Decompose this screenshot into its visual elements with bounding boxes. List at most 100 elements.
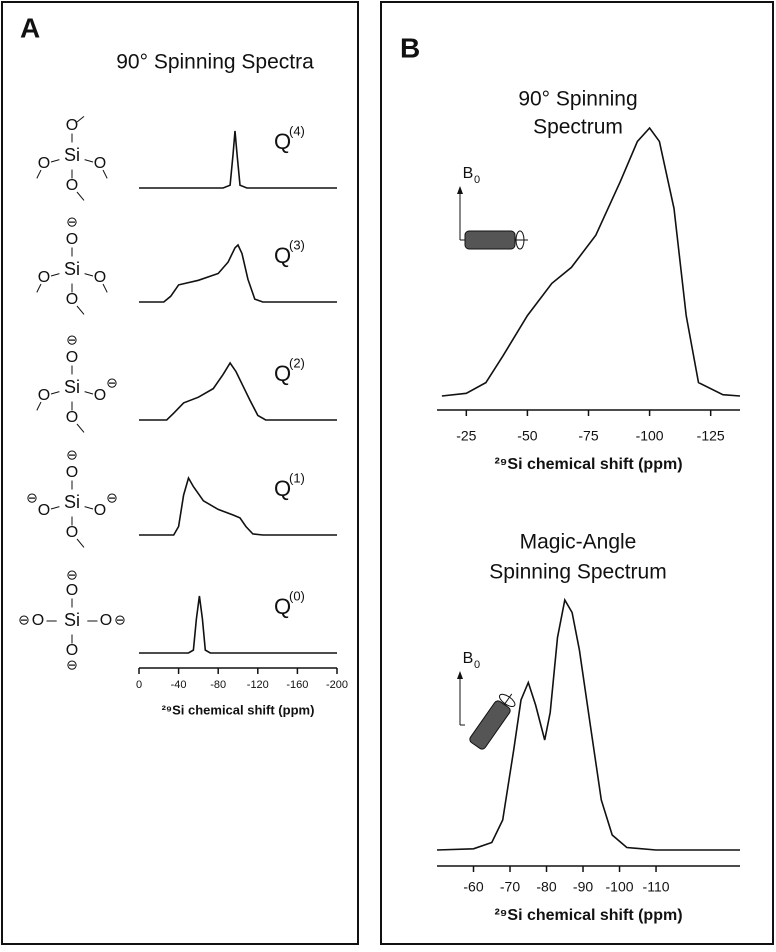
x-tick-label: -25	[456, 428, 476, 444]
series-name-sup: (4)	[289, 123, 305, 138]
methyl-bond	[76, 191, 85, 201]
atom-ligand: O	[38, 155, 50, 172]
x-tick-label: -120	[247, 679, 269, 691]
arrow-head	[457, 671, 463, 679]
atom-ligand: O	[66, 582, 78, 599]
atom-ligand: O	[38, 269, 50, 286]
panel-label: A	[20, 12, 40, 43]
chart-title: Magic-Angle	[520, 531, 637, 554]
atom-ligand: O	[94, 387, 106, 404]
methyl-bond	[76, 538, 85, 548]
x-axis-label: ²⁹Si chemical shift (ppm)	[494, 907, 682, 924]
atom-center: Si	[64, 259, 80, 279]
chart-title: Spectrum	[533, 116, 623, 139]
field-label-sub: 0	[474, 659, 480, 671]
x-axis-label: ²⁹Si chemical shift (ppm)	[162, 702, 315, 717]
atom-ligand: O	[94, 269, 106, 286]
series-name: Q	[274, 243, 291, 268]
chart-title: 90° Spinning Spectra	[116, 51, 314, 74]
spectrum-line	[436, 597, 740, 851]
spectrum-line	[139, 243, 337, 303]
charge: ⊖	[66, 332, 78, 348]
atom-ligand: O	[66, 409, 78, 426]
charge: ⊖	[66, 567, 78, 583]
rotor	[464, 230, 528, 250]
x-tick-label: -50	[517, 428, 537, 444]
methyl-bond	[76, 116, 85, 123]
atom-ligand: O	[66, 177, 78, 194]
charge: ⊖	[106, 490, 118, 506]
x-tick-label: -80	[210, 679, 226, 691]
methyl-bond	[36, 401, 42, 411]
atom-ligand: O	[100, 612, 112, 629]
x-tick-label: -125	[697, 428, 725, 444]
x-tick-label: -200	[326, 679, 348, 691]
series-name-sup: (1)	[289, 470, 305, 485]
charge: ⊖	[66, 657, 78, 673]
atom-ligand: O	[94, 155, 106, 172]
charge: ⊖	[106, 375, 118, 391]
methyl-bond	[102, 283, 108, 293]
x-tick-label: -80	[536, 879, 556, 895]
methyl-bond	[76, 423, 85, 433]
series-name: Q	[274, 361, 291, 386]
arrow-head	[457, 186, 463, 194]
series-name: Q	[274, 476, 291, 501]
atom-ligand: O	[66, 291, 78, 308]
spectrum-line	[139, 361, 337, 421]
atom-ligand: O	[32, 612, 44, 629]
bond	[50, 273, 60, 277]
chart-title: Spinning Spectrum	[489, 561, 666, 584]
spectrum-line	[441, 126, 741, 397]
atom-ligand: O	[66, 524, 78, 541]
rotor-body	[469, 700, 511, 750]
series-name-sup: (2)	[289, 355, 305, 370]
chart-title: 90° Spinning	[518, 88, 637, 111]
x-tick-label: -40	[171, 679, 187, 691]
bond	[50, 159, 60, 163]
panel-label: B	[400, 32, 420, 63]
methyl-bond	[36, 283, 42, 293]
panel-frame	[380, 1, 774, 945]
field-label: B	[463, 165, 474, 182]
x-tick-label: -160	[286, 679, 308, 691]
atom-ligand: O	[66, 349, 78, 366]
bond	[84, 506, 94, 510]
atom-center: Si	[64, 377, 80, 397]
spectrum-line	[139, 595, 337, 654]
spectrum-line	[139, 475, 337, 536]
x-tick-label: -70	[500, 879, 520, 895]
atom-ligand: O	[94, 502, 106, 519]
charge: ⊖	[114, 612, 126, 628]
x-axis-label: ²⁹Si chemical shift (ppm)	[494, 456, 682, 473]
atom-ligand: O	[38, 502, 50, 519]
charge: ⊖	[18, 612, 30, 628]
atom-ligand: O	[66, 642, 78, 659]
bond	[84, 273, 94, 277]
series-name: Q	[274, 129, 291, 154]
charge: ⊖	[66, 214, 78, 230]
series-name-sup: (3)	[289, 237, 305, 252]
x-tick-label: -110	[643, 879, 670, 895]
x-tick-label: -100	[636, 428, 664, 444]
methyl-bond	[36, 169, 42, 179]
charge: ⊖	[66, 447, 78, 463]
x-tick-label: -60	[463, 879, 483, 895]
spectrum-line	[139, 130, 337, 189]
atom-ligand: O	[66, 464, 78, 481]
x-tick-label: -90	[573, 879, 593, 895]
methyl-bond	[102, 169, 108, 179]
rotor-axis	[503, 693, 513, 705]
bond	[50, 391, 60, 395]
rotor	[469, 693, 516, 750]
x-tick-label: 0	[136, 679, 142, 691]
charge: ⊖	[26, 490, 38, 506]
atom-center: Si	[64, 492, 80, 512]
panel-frame	[1, 1, 359, 945]
field-label-sub: 0	[474, 174, 480, 186]
atom-center: Si	[64, 610, 80, 630]
atom-center: Si	[64, 145, 80, 165]
x-tick-label: -100	[606, 879, 634, 895]
bond	[84, 159, 94, 163]
